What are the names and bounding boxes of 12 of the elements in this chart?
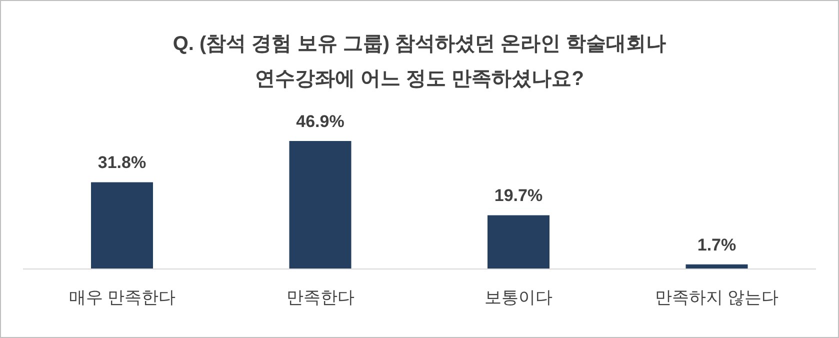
x-tick-label: 매우 만족한다 xyxy=(68,288,176,308)
data-label: 1.7% xyxy=(697,235,736,254)
chart-title: Q. (참석 경험 보유 그룹) 참석하셨던 온라인 학술대회나 연수강좌에 어느 정도 만족하셨나요? xyxy=(172,32,668,92)
x-tick-label: 만족하지 않는다 xyxy=(655,288,779,308)
data-label: 31.8% xyxy=(98,153,146,172)
x-tick-label: 만족한다 xyxy=(286,288,354,308)
bar xyxy=(488,215,550,269)
bar xyxy=(91,182,153,269)
bar xyxy=(289,141,352,269)
data-label: 46.9% xyxy=(296,112,344,131)
x-tick-label: 보통이다 xyxy=(484,288,553,308)
data-label: 19.7% xyxy=(494,186,543,206)
